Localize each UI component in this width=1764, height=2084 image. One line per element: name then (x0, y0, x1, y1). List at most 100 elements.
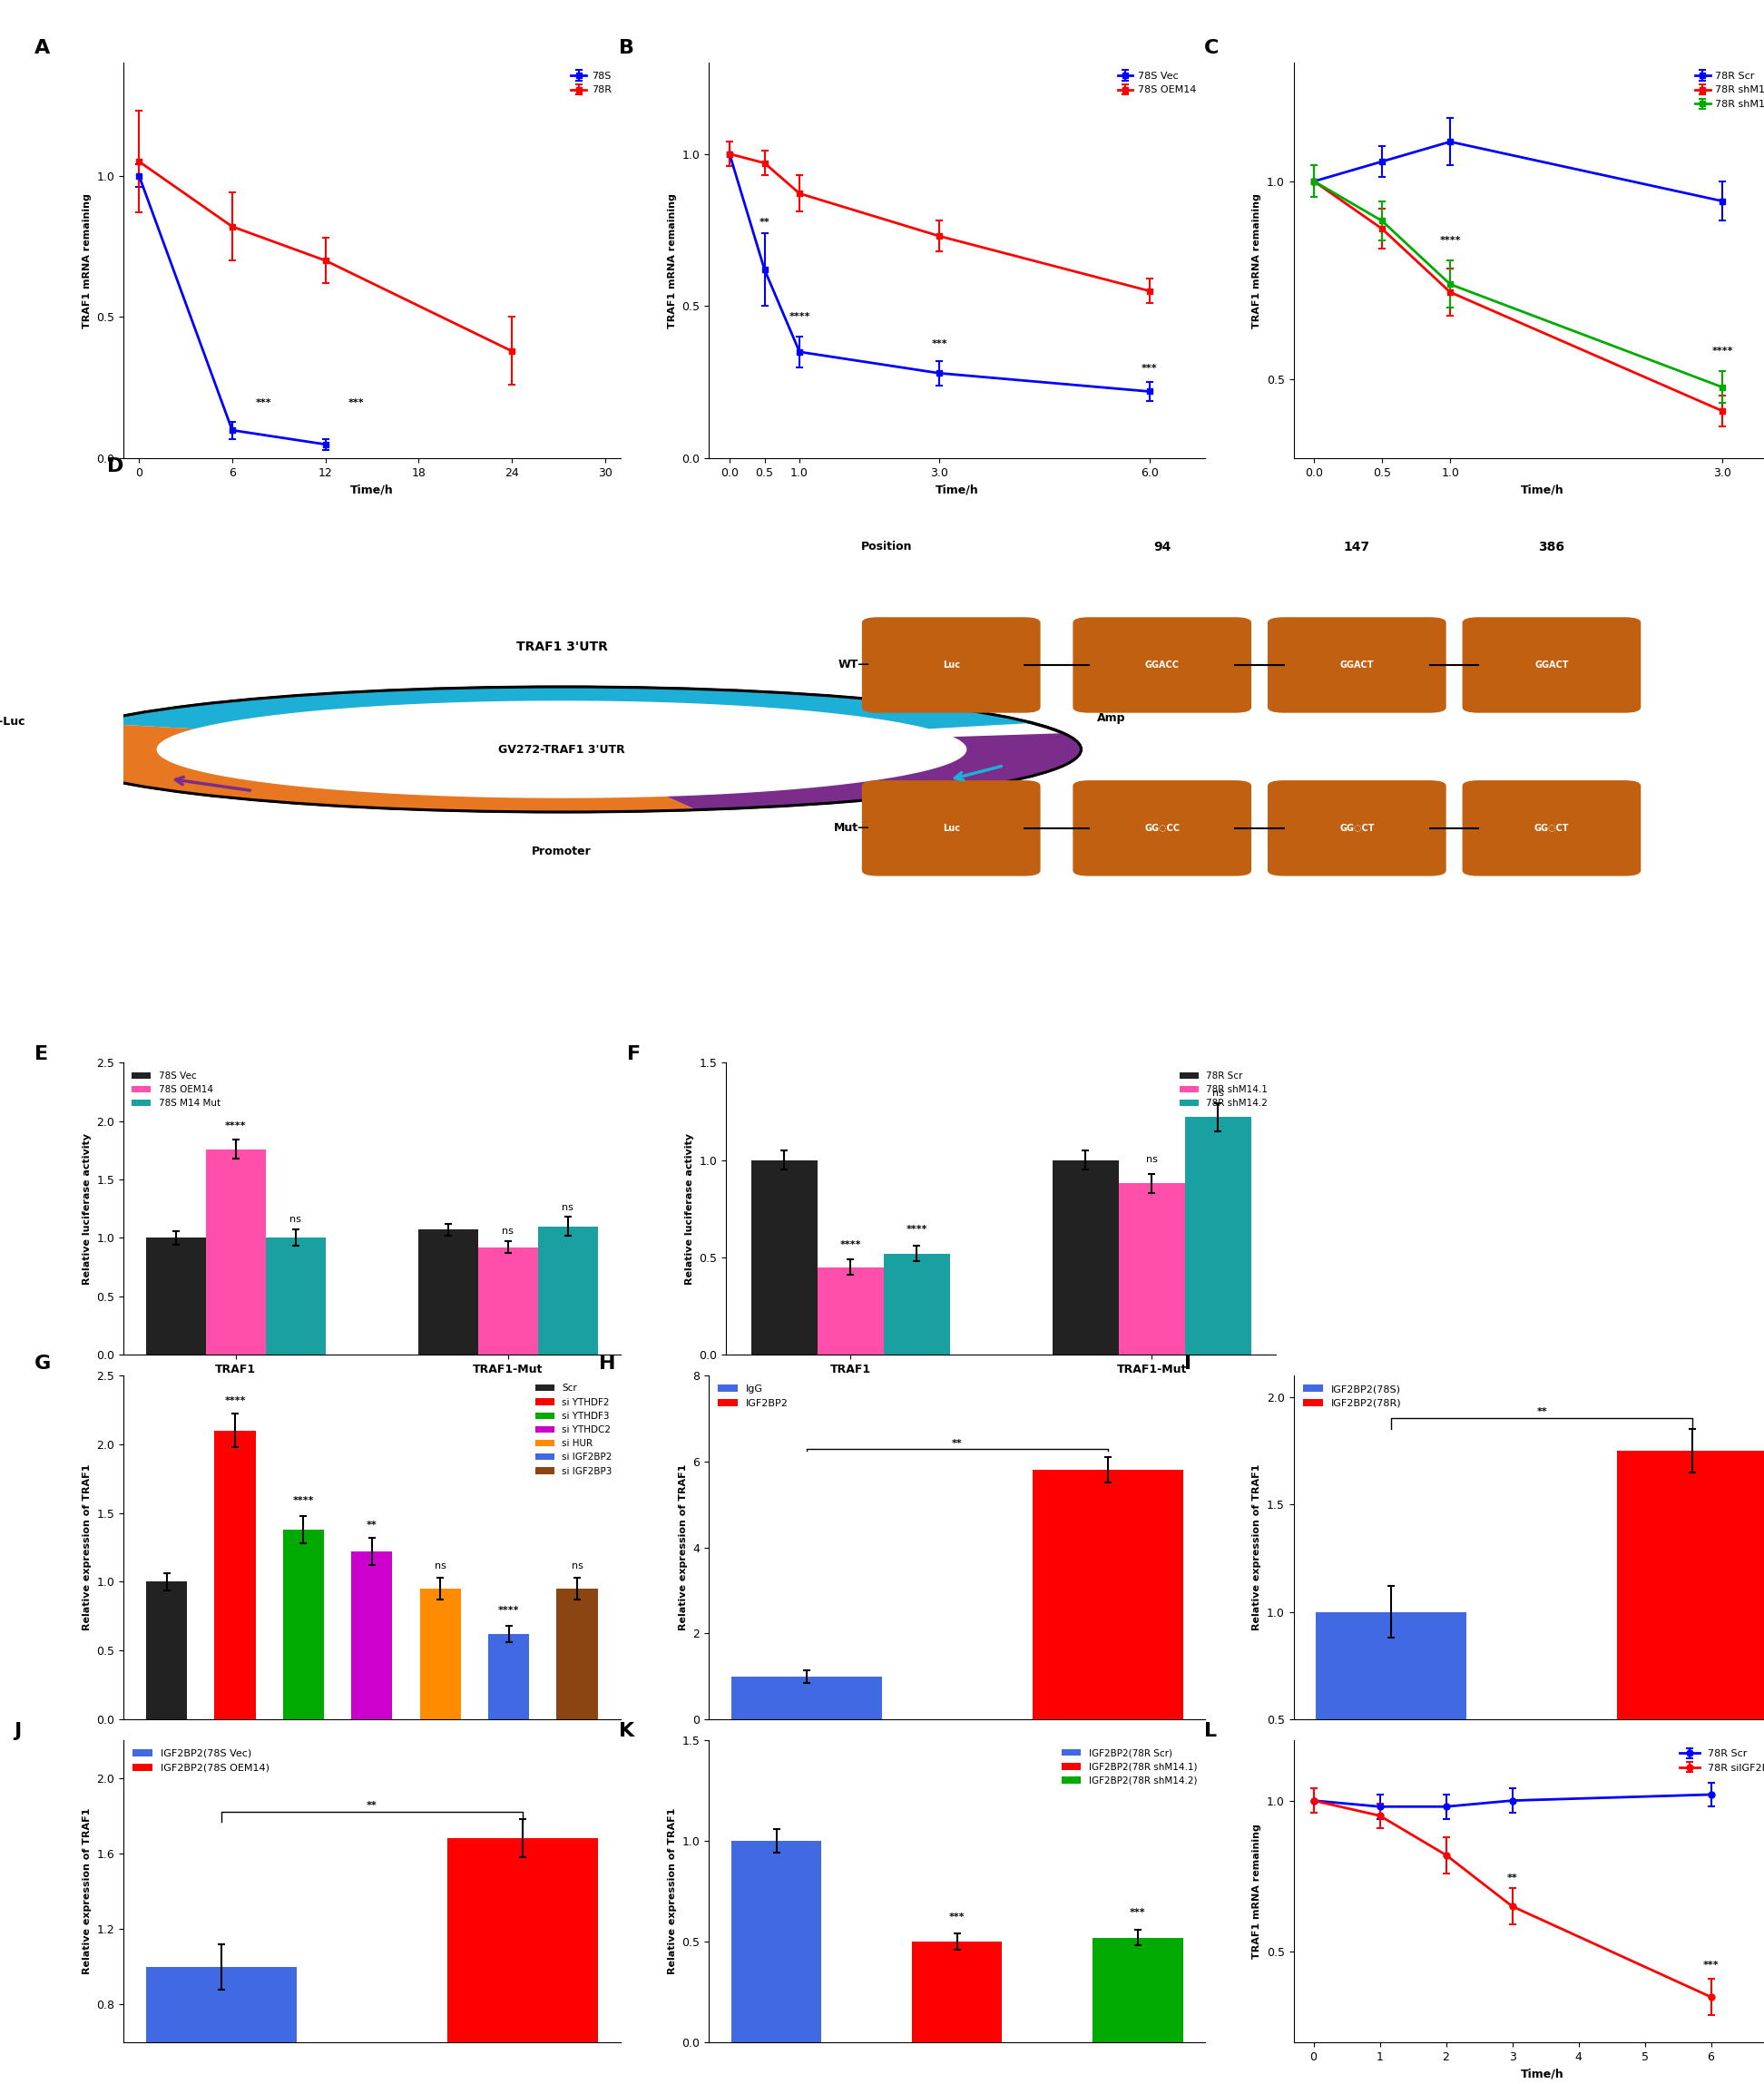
Text: **: ** (951, 1440, 963, 1448)
Y-axis label: TRAF1 mRNA remaining: TRAF1 mRNA remaining (1252, 1824, 1261, 1959)
Text: GV272-TRAF1 3'UTR: GV272-TRAF1 3'UTR (497, 744, 624, 754)
Text: GGACT: GGACT (1341, 661, 1374, 669)
Text: **: ** (1536, 1407, 1547, 1417)
Text: K: K (619, 1721, 635, 1740)
Text: I: I (1184, 1355, 1192, 1373)
Text: ns: ns (503, 1227, 513, 1236)
Text: ****: **** (1439, 235, 1461, 244)
Y-axis label: Relative luciferase activity: Relative luciferase activity (83, 1134, 92, 1284)
FancyBboxPatch shape (863, 779, 1041, 875)
Text: TRAF1 3'UTR: TRAF1 3'UTR (515, 640, 607, 652)
Bar (282, 1530, 325, 1719)
Text: GG◌CT: GG◌CT (1339, 823, 1374, 834)
Text: WT—: WT— (838, 659, 870, 671)
Text: Amp: Amp (1097, 713, 1125, 723)
Text: Position: Position (861, 542, 912, 552)
Text: H: H (600, 1355, 616, 1373)
X-axis label: Time/h: Time/h (1521, 2067, 1563, 2080)
Text: 386: 386 (1538, 540, 1565, 552)
Text: ***: *** (931, 340, 947, 348)
Bar (730, 1840, 822, 2042)
Legend: 78S, 78R: 78S, 78R (566, 67, 616, 98)
Bar (1316, 1611, 1466, 1828)
Text: ****: **** (907, 1225, 928, 1234)
Text: Promoter: Promoter (531, 846, 591, 857)
FancyBboxPatch shape (1462, 779, 1641, 875)
Text: C: C (1205, 40, 1219, 56)
Text: ***: *** (949, 1913, 965, 1921)
Bar (418, 1230, 478, 1355)
Legend: IGF2BP2(78S Vec), IGF2BP2(78S OEM14): IGF2BP2(78S Vec), IGF2BP2(78S OEM14) (129, 1744, 273, 1776)
Y-axis label: Relative expression of TRAF1: Relative expression of TRAF1 (679, 1465, 688, 1630)
Bar (1053, 1161, 1118, 1355)
Text: Mut—: Mut— (834, 823, 870, 834)
Text: **: ** (367, 1801, 377, 1811)
Text: ns: ns (434, 1561, 446, 1571)
FancyBboxPatch shape (1073, 779, 1251, 875)
X-axis label: Time/h: Time/h (351, 483, 393, 496)
Text: G: G (34, 1355, 51, 1373)
FancyBboxPatch shape (1073, 617, 1251, 713)
Text: D: D (108, 456, 123, 475)
Text: GGACT: GGACT (1535, 661, 1568, 669)
Text: ***: *** (256, 398, 272, 408)
Text: ns: ns (289, 1215, 302, 1223)
Text: 147: 147 (1344, 540, 1371, 552)
Text: L: L (1205, 1721, 1217, 1740)
Y-axis label: Relative expression of TRAF1: Relative expression of TRAF1 (667, 1809, 677, 1974)
Text: J: J (14, 1721, 21, 1740)
Text: GG◌CC: GG◌CC (1145, 823, 1180, 834)
Text: ns: ns (563, 1202, 573, 1213)
Text: B: B (619, 40, 635, 56)
FancyBboxPatch shape (1462, 617, 1641, 713)
Text: F-Luc: F-Luc (0, 715, 26, 727)
Bar (751, 1161, 817, 1355)
Bar (1618, 1450, 1764, 1828)
Bar (1032, 1469, 1184, 1719)
Text: ns: ns (1147, 1155, 1157, 1165)
Text: ****: **** (497, 1605, 519, 1615)
Legend: 78S Vec, 78S OEM14, 78S M14 Mut: 78S Vec, 78S OEM14, 78S M14 Mut (129, 1067, 224, 1111)
Bar (730, 1676, 882, 1719)
FancyBboxPatch shape (1268, 779, 1446, 875)
Y-axis label: TRAF1 mRNA remaining: TRAF1 mRNA remaining (667, 194, 677, 327)
Bar (557, 1588, 598, 1719)
Bar (215, 1430, 256, 1719)
Legend: 78R Scr, 78R shM14.1, 78R shM14.2: 78R Scr, 78R shM14.1, 78R shM14.2 (1175, 1067, 1272, 1111)
X-axis label: Time/h: Time/h (1521, 483, 1563, 496)
Text: 94: 94 (1154, 540, 1171, 552)
Text: Luc: Luc (942, 823, 960, 834)
Bar (538, 1225, 598, 1355)
Text: ***: *** (1141, 365, 1157, 373)
Bar (478, 1246, 538, 1355)
Y-axis label: TRAF1 mRNA remaining: TRAF1 mRNA remaining (83, 194, 92, 327)
Bar (146, 1238, 206, 1355)
Bar (489, 1634, 529, 1719)
Y-axis label: TRAF1 mRNA remaining: TRAF1 mRNA remaining (1252, 194, 1261, 327)
Bar (146, 1967, 296, 2084)
Bar (351, 1550, 392, 1719)
Text: ***: *** (1702, 1961, 1718, 1969)
Text: GG◌CT: GG◌CT (1535, 823, 1570, 834)
Y-axis label: Relative expression of TRAF1: Relative expression of TRAF1 (1252, 1465, 1261, 1630)
Text: ****: **** (224, 1396, 245, 1407)
Bar (1118, 1184, 1185, 1355)
Bar (1185, 1117, 1251, 1355)
Y-axis label: Relative expression of TRAF1: Relative expression of TRAF1 (83, 1465, 92, 1630)
Polygon shape (42, 723, 697, 813)
Bar (1092, 1938, 1184, 2042)
Text: ns: ns (572, 1561, 584, 1571)
Bar (817, 1267, 884, 1355)
Text: Luc: Luc (942, 661, 960, 669)
Y-axis label: Relative expression of TRAF1: Relative expression of TRAF1 (83, 1809, 92, 1974)
Legend: 78R Scr, 78R shM14.1, 78R shM14.2: 78R Scr, 78R shM14.1, 78R shM14.2 (1692, 67, 1764, 113)
Bar (420, 1588, 460, 1719)
Text: A: A (34, 40, 49, 56)
Legend: IgG, IGF2BP2: IgG, IGF2BP2 (714, 1380, 792, 1411)
Bar (912, 1942, 1002, 2042)
Text: ****: **** (789, 313, 810, 321)
Bar (884, 1252, 949, 1355)
Text: GGACC: GGACC (1145, 661, 1180, 669)
Text: ns: ns (1212, 1088, 1224, 1098)
Legend: 78S Vec, 78S OEM14: 78S Vec, 78S OEM14 (1113, 67, 1200, 98)
